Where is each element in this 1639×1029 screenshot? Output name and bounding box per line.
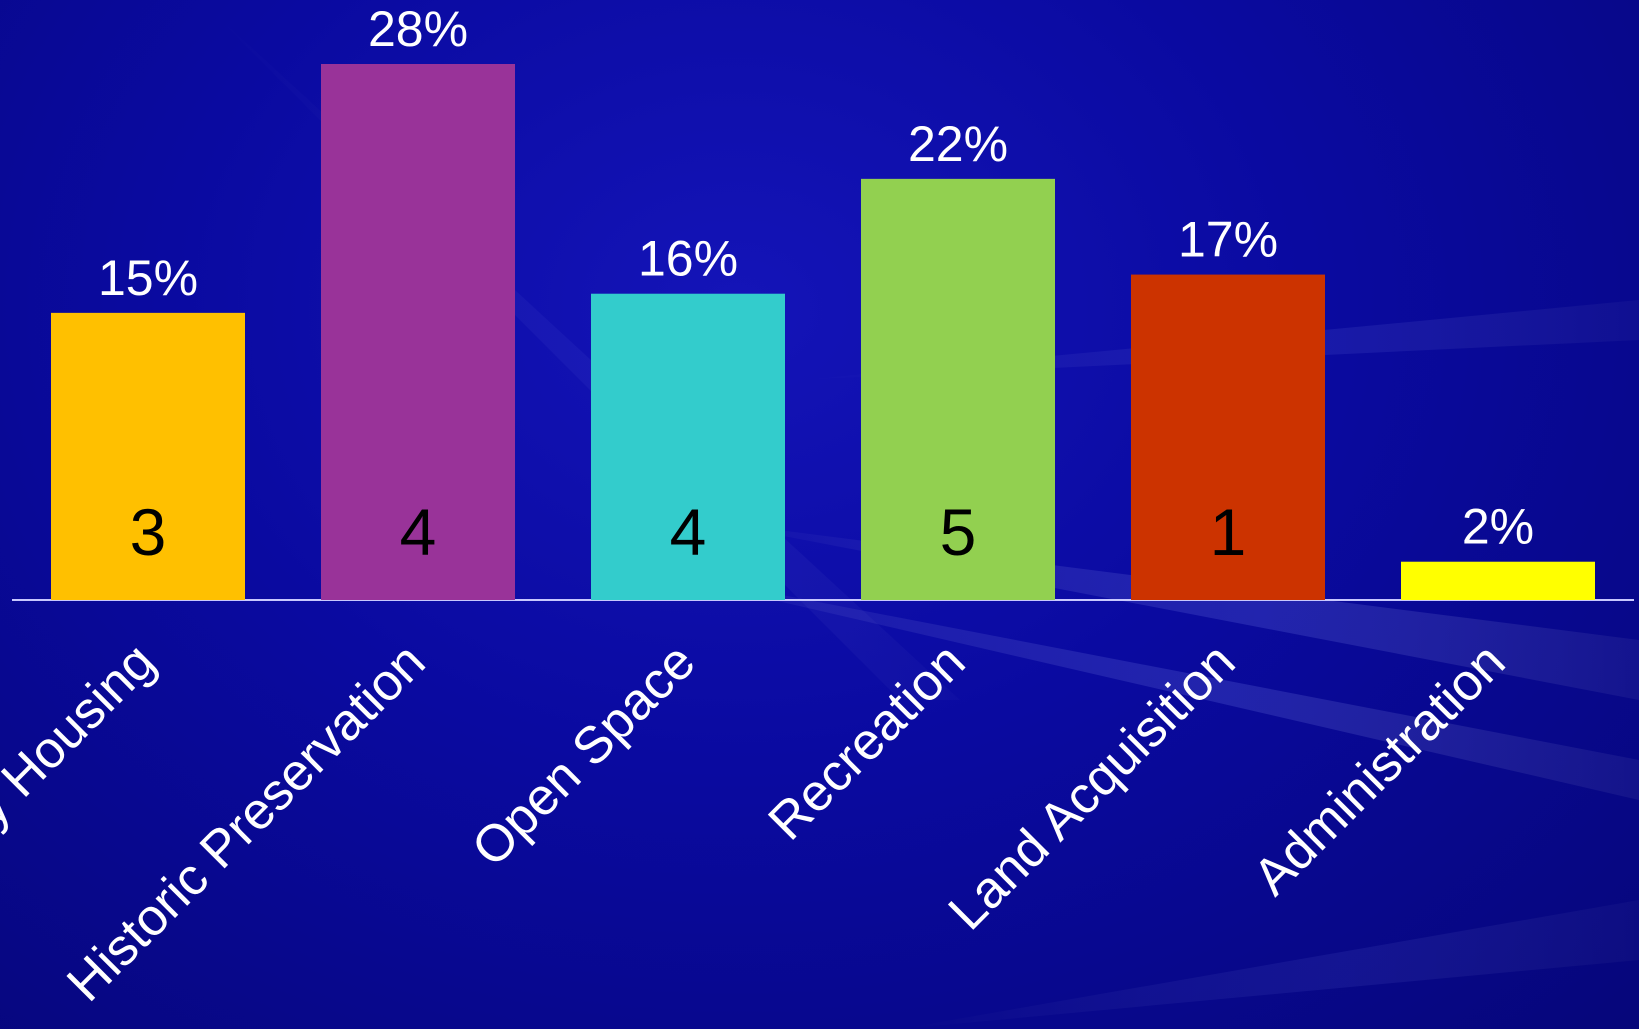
value-label-4: 17% bbox=[1178, 212, 1278, 268]
bar-3 bbox=[861, 178, 1055, 600]
category-label-2: Open Space bbox=[461, 632, 706, 877]
value-label-5: 2% bbox=[1462, 499, 1534, 555]
count-label-0: 3 bbox=[130, 495, 167, 569]
count-label-4: 1 bbox=[1210, 495, 1247, 569]
category-label-4: Land Acquisition bbox=[938, 632, 1247, 941]
count-label-3: 5 bbox=[940, 495, 977, 569]
value-label-0: 15% bbox=[98, 250, 198, 306]
bars bbox=[51, 64, 1595, 600]
bar-2 bbox=[591, 293, 785, 600]
bar-1 bbox=[321, 64, 515, 600]
count-label-2: 4 bbox=[670, 495, 707, 569]
bar-labels: 15% 3 28% 4 16% 4 22% 5 17% 1 2% bbox=[98, 1, 1534, 569]
bar-0 bbox=[51, 312, 245, 600]
bar-4 bbox=[1131, 274, 1325, 600]
value-label-3: 22% bbox=[908, 116, 1008, 172]
count-label-1: 4 bbox=[400, 495, 437, 569]
category-label-5: Administration bbox=[1243, 632, 1517, 906]
value-label-1: 28% bbox=[368, 1, 468, 57]
bar-5 bbox=[1401, 561, 1595, 600]
value-label-2: 16% bbox=[638, 231, 738, 287]
